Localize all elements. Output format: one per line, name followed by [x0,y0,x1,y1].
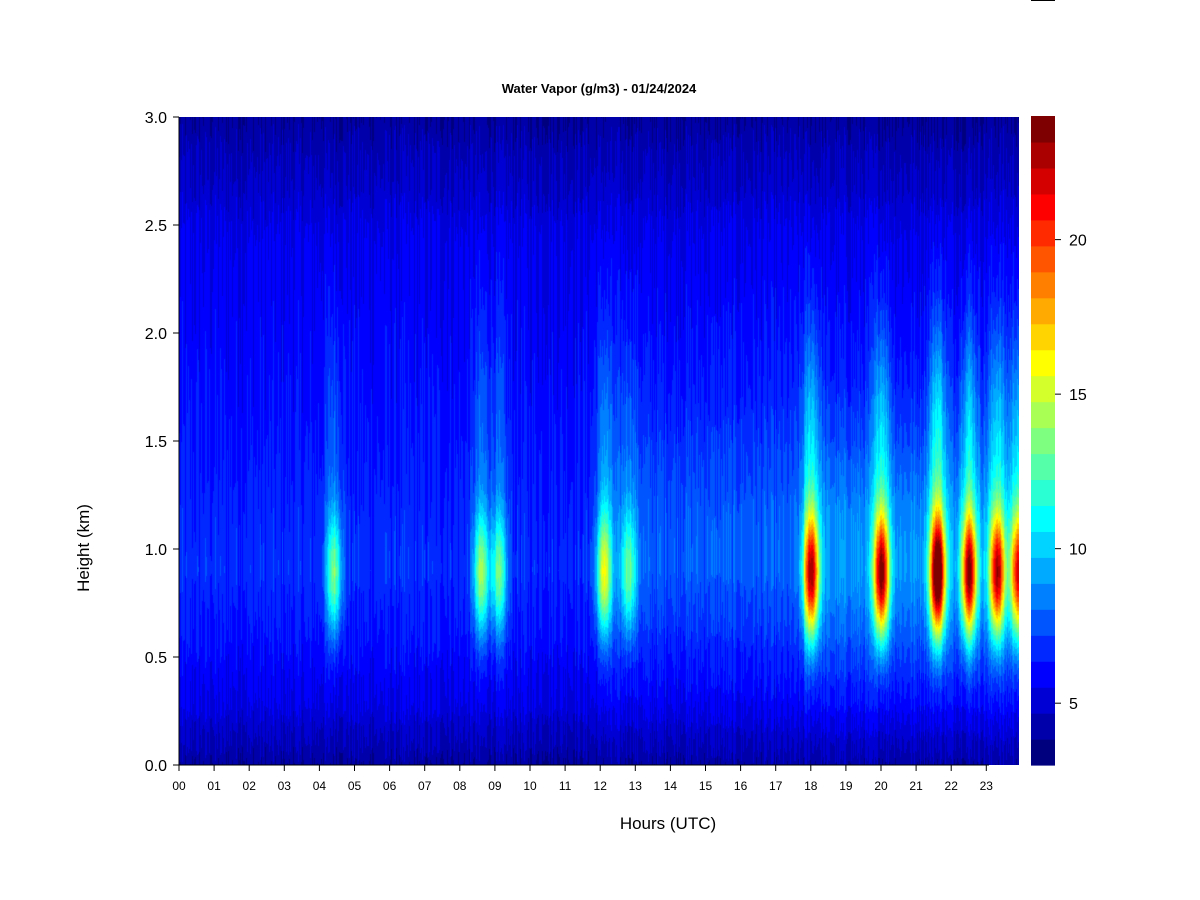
x-tick-label: 20 [874,779,888,793]
x-tick-label: 09 [488,779,502,793]
x-tick-label: 15 [699,779,713,793]
colorbar-ticks: 5 10 15 20 [1055,233,1087,713]
x-tick-label: 03 [278,779,292,793]
y-axis: 0.0 0.5 1.0 1.5 2.0 2.5 3.0 [145,110,180,775]
x-axis: 00 01 02 03 04 05 06 07 08 09 10 11 12 13 14 15 16 17 18 19… [172,764,994,793]
colorbar-segment [1031,687,1055,714]
colorbar-segment [1031,479,1055,506]
colorbar-segment [1031,193,1055,221]
colorbar-tick-label: 20 [1069,233,1087,250]
y-tick-label: 0.5 [145,650,167,667]
colorbar-segment [1031,531,1055,558]
colorbar-segment [1031,141,1055,169]
colorbar-segment [1031,297,1055,325]
x-tick-label: 16 [734,779,748,793]
x-tick-label: 19 [839,779,853,793]
x-tick-label: 17 [769,779,783,793]
x-tick-label: 12 [594,779,608,793]
colorbar-segment [1031,323,1055,351]
colorbar-tick-label: 5 [1069,696,1078,713]
x-tick-label: 02 [243,779,257,793]
colorbar-segment [1031,739,1055,766]
colorbar-segment [1031,167,1055,195]
colorbar-segment [1031,635,1055,662]
colorbar-segment [1031,219,1055,247]
x-tick-label: 07 [418,779,432,793]
x-tick-label: 14 [664,779,678,793]
y-tick-label: 1.5 [145,434,167,451]
x-tick-label: 08 [453,779,467,793]
x-tick-label: 21 [909,779,923,793]
x-tick-label: 23 [980,779,994,793]
colorbar-segment [1031,349,1055,377]
x-tick-label: 04 [313,779,327,793]
colorbar-tick-label: 15 [1069,387,1087,404]
x-tick-label: 01 [207,779,221,793]
colorbar-segment [1031,245,1055,273]
colorbar-segment [1031,583,1055,610]
chart-title: Water Vapor (g/m3) - 01/24/2024 [502,81,697,96]
colorbar-segment [1031,271,1055,299]
y-axis-label: Height (km) [74,504,93,592]
x-tick-label: 00 [172,779,186,793]
colorbar-segment [1031,557,1055,584]
colorbar-segment [1031,116,1055,143]
heatmap-image [179,117,1019,765]
colorbar-segment [1031,713,1055,740]
colorbar [1031,116,1055,766]
y-tick-label: 1.0 [145,542,167,559]
colorbar-segment [1031,609,1055,636]
y-tick-label: 0.0 [145,758,167,775]
x-tick-label: 13 [629,779,643,793]
heatmap-plot-area [179,117,1019,765]
colorbar-segment [1031,375,1055,403]
y-tick-label: 2.0 [145,326,167,343]
x-tick-label: 06 [383,779,397,793]
colorbar-segment [1031,505,1055,532]
y-tick-label: 3.0 [145,110,167,127]
x-tick-label: 10 [523,779,537,793]
y-tick-label: 2.5 [145,218,167,235]
x-axis-label: Hours (UTC) [620,814,716,833]
colorbar-segment [1031,453,1055,481]
x-tick-label: 05 [348,779,362,793]
colorbar-tick-label: 10 [1069,542,1087,559]
x-tick-label: 18 [804,779,818,793]
colorbar-segment [1031,661,1055,688]
colorbar-segment [1031,401,1055,429]
x-tick-label: 22 [945,779,959,793]
x-tick-label: 11 [559,779,572,793]
colorbar-segment [1031,427,1055,455]
